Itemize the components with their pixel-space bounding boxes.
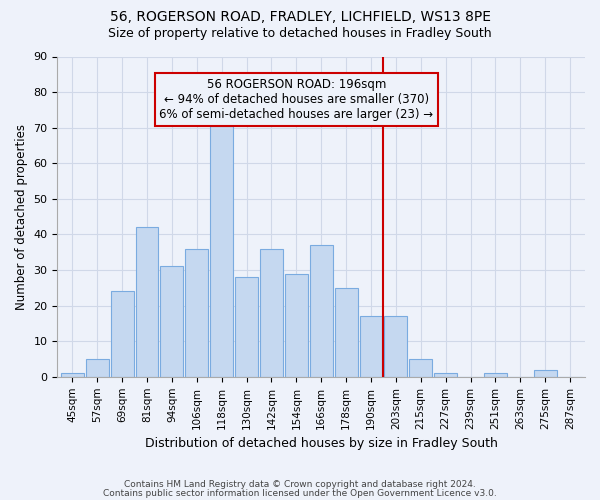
Bar — [434, 374, 457, 377]
Bar — [484, 374, 507, 377]
Bar — [534, 370, 557, 377]
Bar — [136, 228, 158, 377]
Bar — [359, 316, 382, 377]
Bar — [260, 248, 283, 377]
X-axis label: Distribution of detached houses by size in Fradley South: Distribution of detached houses by size … — [145, 437, 497, 450]
Text: 56 ROGERSON ROAD: 196sqm
← 94% of detached houses are smaller (370)
6% of semi-d: 56 ROGERSON ROAD: 196sqm ← 94% of detach… — [159, 78, 433, 121]
Bar — [235, 277, 258, 377]
Bar — [310, 245, 332, 377]
Bar — [285, 274, 308, 377]
Bar — [160, 266, 184, 377]
Bar — [210, 117, 233, 377]
Text: Size of property relative to detached houses in Fradley South: Size of property relative to detached ho… — [108, 28, 492, 40]
Bar — [185, 248, 208, 377]
Bar — [385, 316, 407, 377]
Bar — [86, 359, 109, 377]
Bar — [110, 292, 134, 377]
Text: 56, ROGERSON ROAD, FRADLEY, LICHFIELD, WS13 8PE: 56, ROGERSON ROAD, FRADLEY, LICHFIELD, W… — [110, 10, 491, 24]
Bar — [409, 359, 432, 377]
Bar — [61, 374, 84, 377]
Text: Contains HM Land Registry data © Crown copyright and database right 2024.: Contains HM Land Registry data © Crown c… — [124, 480, 476, 489]
Y-axis label: Number of detached properties: Number of detached properties — [15, 124, 28, 310]
Text: Contains public sector information licensed under the Open Government Licence v3: Contains public sector information licen… — [103, 488, 497, 498]
Bar — [335, 288, 358, 377]
